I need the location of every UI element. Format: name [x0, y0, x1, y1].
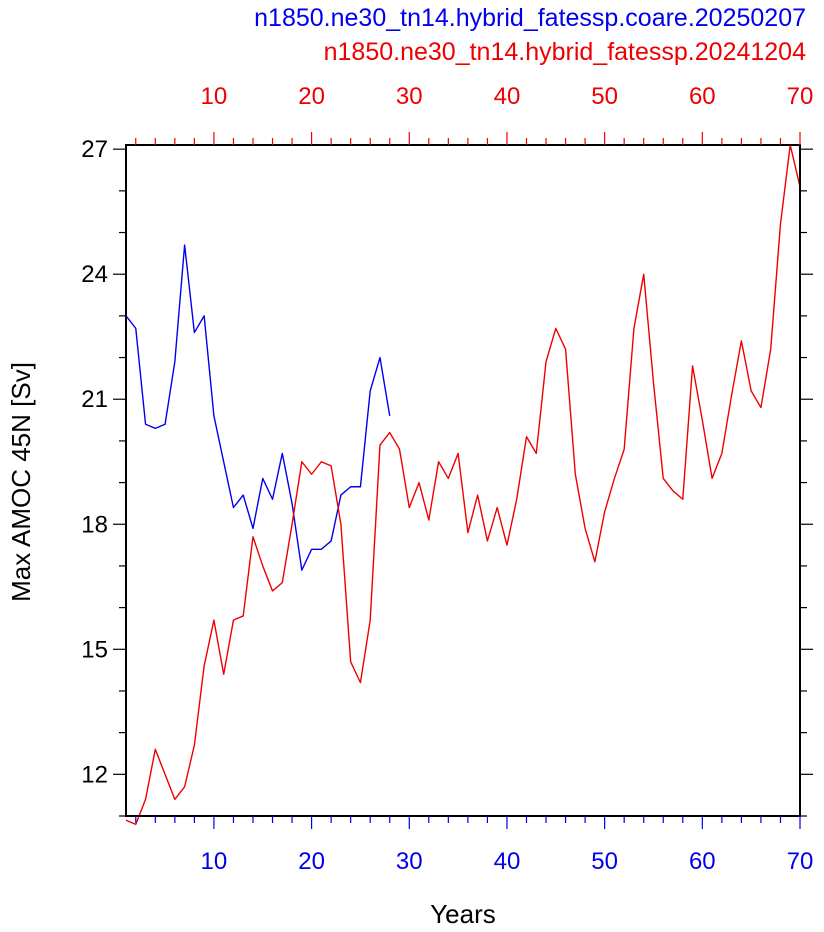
series-line-1 — [125, 244, 391, 571]
x-tick-label-bottom: 60 — [689, 848, 716, 875]
x-tick-label-bottom: 20 — [298, 848, 325, 875]
x-tick-label-top: 50 — [591, 83, 618, 110]
x-tick-label-top: 60 — [689, 83, 716, 110]
y-tick-label: 24 — [81, 261, 108, 288]
axis-layer: 12 15 18 21 24 27 10 10 20 20 30 30 40 40 50 50 60 60 70 70 — [81, 83, 813, 875]
chart-title-line-2: n1850.ne30_tn14.hybrid_fatessp.20241204 — [324, 38, 806, 66]
series-layer — [125, 144, 801, 826]
y-tick-label: 21 — [81, 386, 108, 413]
x-tick-label-bottom: 10 — [201, 848, 228, 875]
y-tick-label: 18 — [81, 511, 108, 538]
y-tick-label: 27 — [81, 136, 108, 163]
x-axis-title: Years — [430, 899, 496, 929]
chart-title-line-1: n1850.ne30_tn14.hybrid_fatessp.coare.202… — [254, 4, 806, 32]
series-line-2 — [125, 144, 801, 826]
x-tick-label-top: 70 — [787, 83, 814, 110]
x-tick-label-top: 40 — [494, 83, 521, 110]
plot-frame — [125, 144, 801, 817]
x-tick-label-bottom: 50 — [591, 848, 618, 875]
x-tick-label-bottom: 70 — [787, 848, 814, 875]
chart-title-group: n1850.ne30_tn14.hybrid_fatessp.coare.202… — [254, 4, 806, 66]
x-tick-label-top: 10 — [201, 83, 228, 110]
x-tick-label-top: 20 — [298, 83, 325, 110]
x-tick-label-bottom: 40 — [494, 848, 521, 875]
x-tick-label-top: 30 — [396, 83, 423, 110]
y-axis-title: Max AMOC 45N [Sv] — [6, 362, 36, 602]
x-tick-label-bottom: 30 — [396, 848, 423, 875]
y-tick-label: 12 — [81, 761, 108, 788]
y-tick-label: 15 — [81, 636, 108, 663]
